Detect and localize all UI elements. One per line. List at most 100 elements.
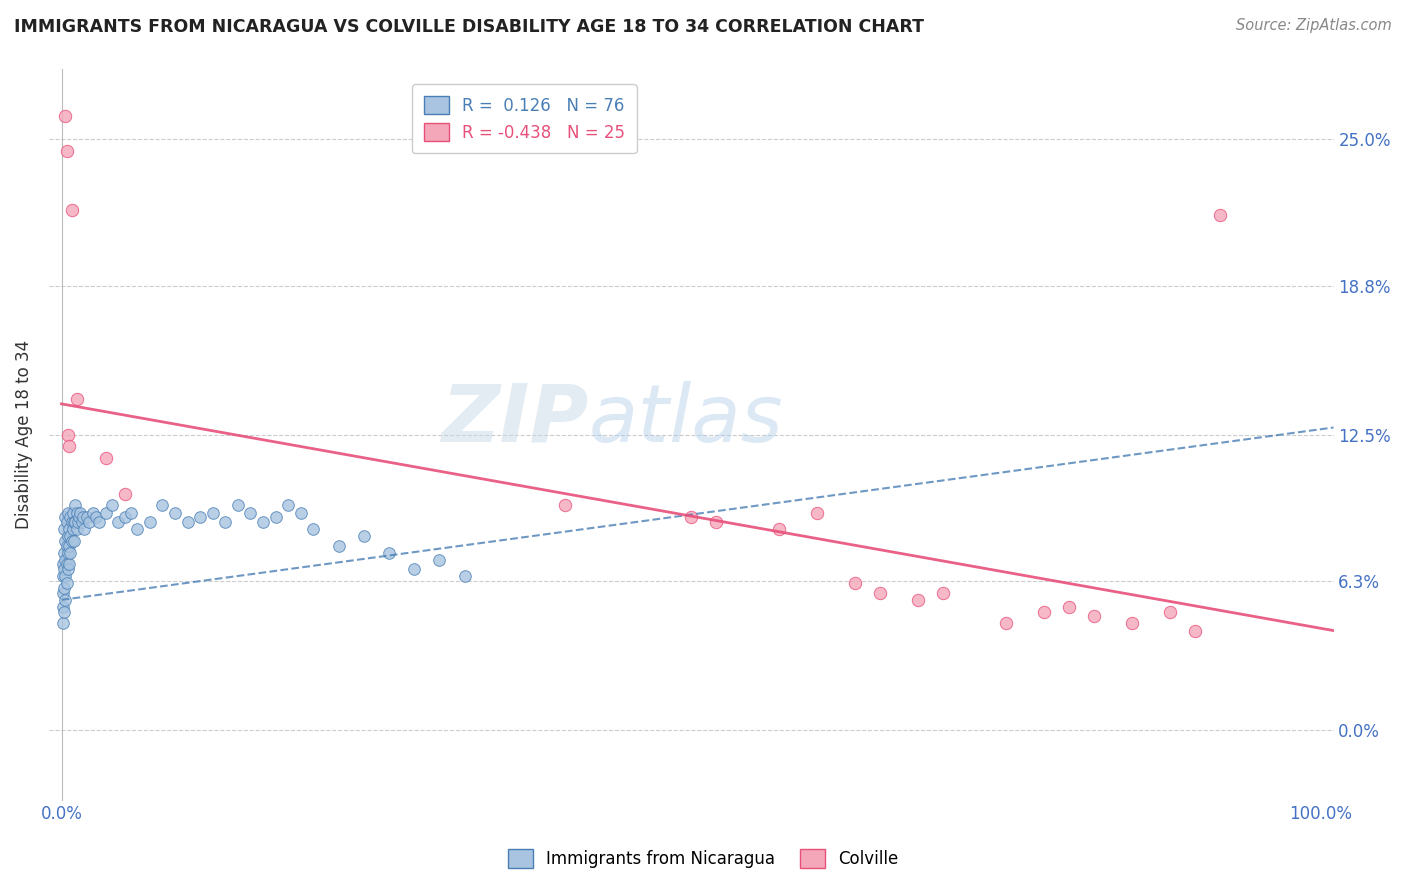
- Point: [94, 506, 117, 520]
- Point: [59, 546, 82, 560]
- Legend: Immigrants from Nicaragua, Colville: Immigrants from Nicaragua, Colville: [501, 843, 905, 875]
- Point: [55, 576, 77, 591]
- Point: [53, 605, 76, 619]
- Point: [101, 499, 124, 513]
- Point: [65, 499, 87, 513]
- Point: [73, 522, 96, 536]
- Point: [55, 539, 77, 553]
- Point: [378, 546, 401, 560]
- Point: [120, 506, 142, 520]
- Point: [59, 510, 82, 524]
- Point: [65, 515, 87, 529]
- Point: [60, 203, 83, 218]
- Text: atlas: atlas: [589, 381, 783, 458]
- Point: [290, 506, 312, 520]
- Point: [53, 553, 76, 567]
- Point: [150, 499, 173, 513]
- Point: [1121, 616, 1143, 631]
- Point: [1083, 609, 1105, 624]
- Point: [907, 593, 929, 607]
- Text: ZIP: ZIP: [441, 381, 589, 458]
- Point: [56, 529, 79, 543]
- Point: [66, 392, 89, 406]
- Point: [107, 515, 129, 529]
- Point: [66, 515, 89, 529]
- Point: [53, 510, 76, 524]
- Point: [76, 510, 98, 524]
- Point: [52, 586, 75, 600]
- Point: [995, 616, 1018, 631]
- Point: [252, 515, 274, 529]
- Point: [52, 616, 75, 631]
- Point: [768, 522, 790, 536]
- Point: [70, 515, 93, 529]
- Point: [58, 439, 80, 453]
- Point: [52, 558, 75, 572]
- Point: [127, 522, 149, 536]
- Point: [53, 569, 76, 583]
- Point: [114, 486, 136, 500]
- Point: [1184, 624, 1206, 638]
- Point: [53, 522, 76, 536]
- Point: [77, 515, 100, 529]
- Legend: R =  0.126   N = 76, R = -0.438   N = 25: R = 0.126 N = 76, R = -0.438 N = 25: [412, 84, 637, 153]
- Point: [53, 562, 76, 576]
- Point: [554, 499, 576, 513]
- Point: [869, 586, 891, 600]
- Point: [60, 533, 83, 548]
- Point: [53, 546, 76, 560]
- Point: [214, 515, 236, 529]
- Point: [63, 533, 86, 548]
- Point: [264, 510, 287, 524]
- Point: [67, 510, 90, 524]
- Point: [138, 515, 160, 529]
- Point: [72, 510, 94, 524]
- Point: [427, 553, 450, 567]
- Point: [58, 558, 80, 572]
- Text: IMMIGRANTS FROM NICARAGUA VS COLVILLE DISABILITY AGE 18 TO 34 CORRELATION CHART: IMMIGRANTS FROM NICARAGUA VS COLVILLE DI…: [14, 18, 924, 36]
- Point: [66, 522, 89, 536]
- Point: [1159, 605, 1181, 619]
- Y-axis label: Disability Age 18 to 34: Disability Age 18 to 34: [15, 340, 32, 529]
- Point: [114, 510, 136, 524]
- Point: [53, 533, 76, 548]
- Point: [60, 515, 83, 529]
- Point: [844, 576, 866, 591]
- Point: [84, 510, 107, 524]
- Point: [176, 515, 198, 529]
- Point: [681, 510, 703, 524]
- Point: [55, 515, 77, 529]
- Point: [1032, 605, 1054, 619]
- Point: [163, 506, 186, 520]
- Point: [56, 562, 79, 576]
- Point: [82, 506, 104, 520]
- Point: [53, 581, 76, 595]
- Point: [302, 522, 325, 536]
- Point: [59, 529, 82, 543]
- Point: [66, 506, 89, 520]
- Point: [453, 569, 475, 583]
- Point: [56, 546, 79, 560]
- Point: [53, 109, 76, 123]
- Point: [55, 558, 77, 572]
- Point: [55, 144, 77, 158]
- Point: [353, 529, 375, 543]
- Point: [62, 506, 84, 520]
- Point: [226, 499, 249, 513]
- Point: [56, 506, 79, 520]
- Point: [58, 522, 80, 536]
- Point: [58, 539, 80, 553]
- Point: [932, 586, 955, 600]
- Point: [89, 515, 111, 529]
- Point: [52, 599, 75, 614]
- Point: [62, 522, 84, 536]
- Point: [63, 515, 86, 529]
- Point: [56, 427, 79, 442]
- Point: [52, 569, 75, 583]
- Point: [69, 506, 91, 520]
- Point: [201, 506, 224, 520]
- Point: [806, 506, 828, 520]
- Point: [94, 451, 117, 466]
- Point: [239, 506, 262, 520]
- Point: [404, 562, 426, 576]
